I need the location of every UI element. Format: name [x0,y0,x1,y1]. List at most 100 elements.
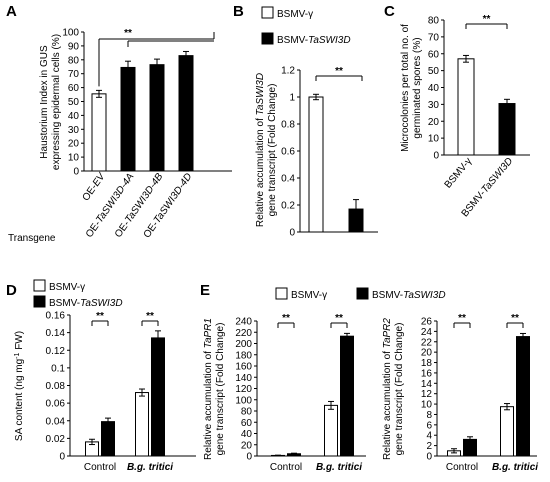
panel-a-y-tick-label: 40 [68,111,80,122]
panel-e-subplot-1-x-category: B.g. tritici [316,462,362,473]
panel-e-subplot-1-y-tick-label: 80 [241,407,253,418]
panel-e-subplot-2-y-tick-label: 4 [426,431,432,442]
panel-c-y-axis-label: Microcolonies per total no. ofgerminated… [400,24,423,152]
panel-e-subplot-1-y-tick-label: 160 [235,362,252,373]
panel-e-subplot-1-sig-label: ** [282,313,290,324]
panel-e-subplot-2-y-tick-label: 18 [421,358,433,369]
panel-d-x-category: B.g. tritici [127,462,173,473]
panel-d-x-category-text: B.g. tritici [127,462,173,473]
panel-a-bar [91,93,107,172]
panel-d-bar [101,421,115,457]
panel-c-y-tick-label: 70 [428,32,440,43]
panel-c-y-tick-label: 30 [428,100,440,111]
panel-e-legend-label-text: BSMV-γ [291,290,327,301]
panel-b-y-axis-label-text: Relative accumulation of [255,115,266,227]
panel-d-legend-label-text: BSMV-γ [49,282,85,293]
panel-b-sig-label: ** [335,66,343,77]
panel-e-subplot-1-y-axis-label-text: Relative accumulation of [203,348,214,460]
panel-e-subplot-2-x-category: Control [446,462,478,473]
panel-b-legend-label: BSMV-γ [277,9,313,20]
panel-e-subplot-2-y-axis-label-text: Relative accumulation of [382,348,393,460]
panel-e-subplot-1-y-tick-label: 180 [235,350,252,361]
panel-e-subplot-2-y-tick-label: 12 [421,389,433,400]
panel-d-bar [135,392,149,457]
panel-e-subplot-2-y-tick-label: 24 [421,327,433,338]
panel-b-y-tick-label: 0 [289,228,295,239]
panel-e-subplot-2-y-tick-label: 16 [421,368,433,379]
panel-e-subplot-2-bar [500,406,514,457]
panel-b-y-axis-label-line: Relative accumulation of TaSWI3D [255,73,266,227]
panel-a-y-axis-label: Haustorium Index in GUSexpressing epider… [39,34,62,170]
panel-e-subplot-1-y-tick-label: 240 [235,317,252,328]
panel-e-legend-swatch [275,287,288,300]
panel-d-y-axis-label-text: FW) [14,331,25,353]
panel-d-legend-label-text: BSMV- [49,298,80,309]
panel-d-y-tick-label: 0.14 [46,328,66,339]
panel-e-subplot-1-y-tick-label: 200 [235,339,252,350]
panel-e-subplot-2-bar [516,336,530,457]
panel-a-bar [120,66,136,172]
panel-d-legend-label-italic: TaSWI3D [80,298,122,309]
panel-e-legend-label: BSMV-TaSWI3D [372,290,446,301]
panel-c-x-category-italic: TaSWI3D [480,156,516,196]
panel-c-bar [457,58,475,156]
panel-b-legend-label: BSMV-TaSWI3D [277,35,351,46]
panel-c-y-tick-label: 40 [428,83,440,94]
panel-b-legend-swatch [261,6,274,19]
panel-d-x-category-text: Control [84,462,116,473]
panel-b-y-tick-label: 0.8 [281,120,295,131]
panel-a-y-tick-label: 30 [68,125,80,136]
panel-d-y-tick-label: 0 [59,452,65,463]
panel-e-subplot-2-y-tick-label: 22 [421,337,433,348]
panel-e-subplot-2-y-tick-label: 20 [421,348,433,359]
panel-c-x-category-text: BSMV-γ [443,156,475,191]
panel-c-y-tick-label: 50 [428,66,440,77]
panel-c-y-tick-label: 0 [433,151,439,162]
panel-c-y-tick-label: 10 [428,134,440,145]
panel-e-subplot-1-y-tick-label: 0 [246,452,252,463]
panel-e-subplot-1-y-tick-label: 120 [235,384,252,395]
panel-e-subplot-2-x-category-text: Control [446,462,478,473]
panel-d-y-axis-label-sup: -1 [14,352,21,358]
panel-e-subplot-2-y-tick-label: 0 [426,452,432,463]
panel-a-bar [149,64,165,172]
panel-e-subplot-2-sig-label: ** [511,313,519,324]
panel-e-subplot-1-y-tick-label: 140 [235,373,252,384]
panel-a-y-tick-label: 0 [73,167,79,178]
panel-d-x-category: Control [84,462,116,473]
panel-e-subplot-1-sig-label: ** [335,313,343,324]
panel-a-y-tick-label: 70 [68,69,80,80]
panel-e-subplot-1-bar [340,335,354,457]
panel-d-y-axis-label-text: SA content (ng mg [14,359,25,441]
panel-c-y-tick-label: 20 [428,117,440,128]
panel-d-y-axis-label: SA content (ng mg-1 FW) [14,331,26,441]
panel-e-subplot-2-y-axis-label: Relative accumulation of TaPR2gene trans… [382,318,405,460]
panel-b-y-axis-label-line: gene transcript (Fold Change) [267,84,278,217]
panel-a-y-tick-label: 80 [68,55,80,66]
panel-a-y-tick-label: 60 [68,83,80,94]
panel-e-subplot-2-x-category-text: B.g. tritici [492,462,538,473]
panel-b-y-tick-label: 0.2 [281,201,295,212]
panel-e-label: E [200,282,210,299]
panel-d-legend-swatch [33,295,46,308]
panel-b-legend-label-text: BSMV- [277,35,308,46]
panel-e-subplot-2-y-tick-label: 2 [426,441,432,452]
panel-c-bar [498,103,516,156]
panel-a-x-category: OE-EV [81,170,109,203]
panel-e-legend-label: BSMV-γ [291,290,327,301]
panel-e-subplot-1-y-tick-label: 20 [241,440,253,451]
panel-b-legend-label-text: BSMV-γ [277,9,313,20]
panel-c-x-category: BSMV-γ [443,156,475,191]
panel-e-subplot-2-y-tick-label: 14 [421,379,433,390]
panel-d-y-tick-label: 0.16 [46,311,66,322]
panel-d-sig-label: ** [96,311,104,322]
panel-b-y-tick-label: 0.6 [281,147,295,158]
panel-b-legend-label-italic: TaSWI3D [308,35,350,46]
panel-c-y-tick-label: 80 [428,16,440,27]
panel-e-subplot-1-x-category-text: Control [270,462,302,473]
panel-d-y-tick-label: 0.02 [46,434,66,445]
panel-e-subplot-2-y-tick-label: 6 [426,420,432,431]
panel-e-subplot-1-y-axis-label-line: gene transcript (Fold Change) [215,323,226,456]
panel-a-y-tick-label: 100 [62,28,79,39]
